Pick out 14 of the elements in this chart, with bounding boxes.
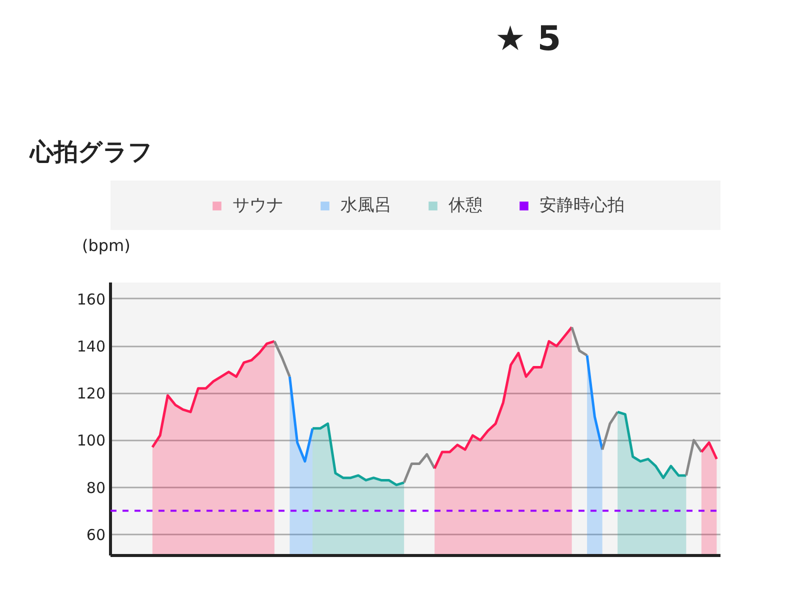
line-series — [402, 453, 436, 484]
legend-label: 休憩 — [448, 194, 482, 216]
y-axis-title: (bpm) — [82, 235, 130, 257]
y-tick-label: 80 — [86, 478, 106, 497]
legend-label: 安静時心拍 — [540, 194, 624, 216]
y-tick-label: 160 — [76, 290, 106, 308]
chart-title: 心拍グラフ — [30, 137, 153, 168]
legend-label: 水風呂 — [340, 194, 392, 216]
legend-label: サウナ — [232, 194, 284, 216]
y-tick-label: 100 — [76, 432, 106, 450]
text: ★ 5 — [495, 18, 561, 61]
y-tick-label: 140 — [76, 338, 106, 356]
y-tick-label: 120 — [76, 384, 106, 403]
y-tick-label: 60 — [86, 526, 106, 544]
